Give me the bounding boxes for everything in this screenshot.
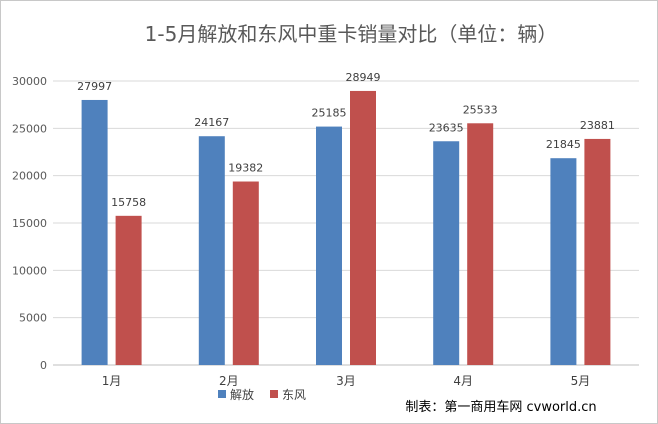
y-tick-label: 20000	[12, 170, 47, 183]
bar-jiefang	[198, 136, 225, 365]
y-axis-ticks: 0 5000 10000 15000 20000 25000 30000	[12, 75, 47, 372]
bar-dongfeng	[350, 90, 376, 365]
x-tick-label: 2月	[219, 374, 239, 388]
data-label: 25185	[312, 107, 347, 120]
y-tick-label: 30000	[12, 75, 47, 88]
x-tick-label: 4月	[453, 374, 473, 388]
bar-dongfeng	[467, 123, 494, 365]
x-tick-label: 1月	[102, 374, 122, 388]
data-labels: 27997 15758 24167 19382 25185 28949 23635 25533…	[77, 71, 615, 209]
data-label: 23635	[429, 121, 464, 134]
legend-label: 东风	[282, 388, 306, 402]
data-label: 23881	[580, 119, 615, 132]
data-label: 28949	[346, 71, 381, 84]
legend-swatch	[270, 390, 278, 398]
x-axis-ticks: 1月 2月 3月 4月 5月	[102, 374, 590, 388]
legend-label: 解放	[230, 387, 254, 402]
chart-title: 1-5月解放和东风中重卡销量对比（单位：辆）	[145, 22, 558, 46]
y-tick-label: 0	[40, 359, 47, 372]
legend-swatch	[218, 390, 226, 398]
bar-jiefang	[81, 99, 108, 365]
legend: 解放 东风	[218, 387, 306, 402]
bar-dongfeng	[584, 138, 611, 365]
data-label: 19382	[228, 162, 263, 175]
y-tick-label: 15000	[12, 217, 47, 230]
source-credit: 制表：第一商用车网 cvworld.cn	[405, 399, 596, 415]
y-tick-label: 25000	[12, 122, 47, 135]
bar-jiefang	[550, 158, 577, 365]
y-tick-label: 10000	[12, 264, 47, 277]
gridlines	[53, 80, 639, 366]
data-label: 25533	[463, 103, 498, 116]
data-label: 15758	[111, 196, 146, 209]
data-label: 21845	[546, 138, 581, 151]
bar-dongfeng	[115, 215, 142, 365]
y-tick-label: 5000	[19, 312, 47, 325]
x-tick-label: 5月	[571, 374, 591, 388]
bar-jiefang	[316, 126, 342, 365]
bar-dongfeng	[232, 181, 259, 365]
data-label: 24167	[194, 116, 229, 129]
data-label: 27997	[77, 80, 112, 93]
bar-jiefang	[433, 141, 460, 365]
bars	[81, 90, 611, 365]
x-tick-label: 3月	[336, 374, 356, 388]
